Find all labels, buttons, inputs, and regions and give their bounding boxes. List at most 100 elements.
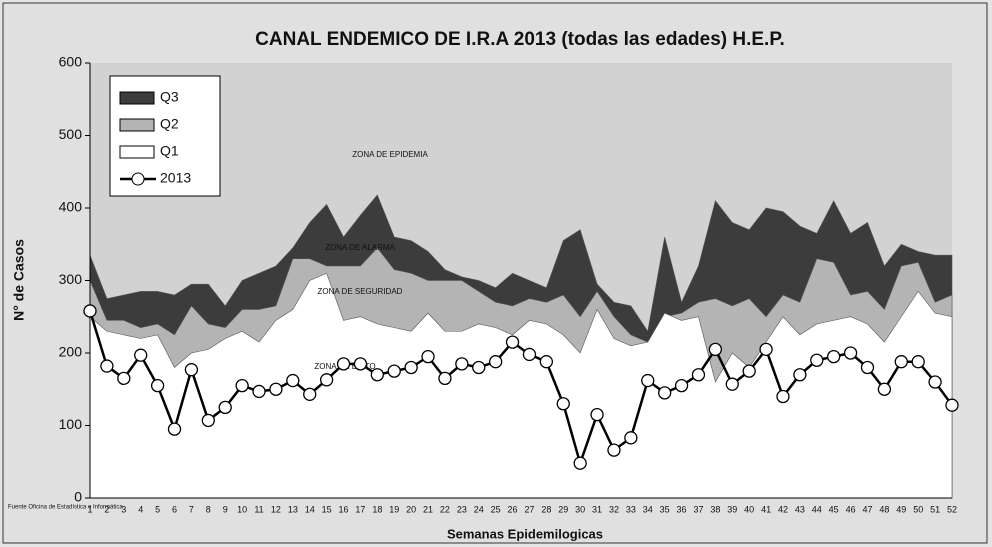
point: [319, 373, 334, 387]
x-tick-label: 46: [846, 504, 856, 514]
point: [134, 348, 148, 362]
x-tick-label: 8: [206, 504, 211, 514]
y-tick-label: 400: [59, 199, 83, 215]
x-tick-label: 30: [575, 504, 585, 514]
point: [488, 355, 503, 369]
x-tick-label: 29: [558, 504, 568, 514]
x-tick-label: 36: [677, 504, 687, 514]
y-tick-label: 600: [59, 54, 83, 70]
zone-label: ZONA DE ALARMA: [325, 243, 395, 252]
point: [83, 304, 97, 318]
point: [522, 347, 537, 362]
x-tick-label: 45: [829, 504, 839, 514]
point: [843, 346, 858, 360]
x-tick-label: 32: [609, 504, 619, 514]
point: [150, 378, 165, 393]
y-tick-label: 500: [59, 126, 83, 142]
point: [404, 360, 418, 375]
point: [894, 355, 908, 369]
point: [269, 382, 283, 396]
point: [286, 373, 300, 388]
legend-label: Q1: [160, 143, 179, 159]
x-tick-label: 11: [254, 504, 263, 514]
point: [793, 368, 807, 382]
x-tick-label: 50: [913, 504, 923, 514]
x-tick-label: 18: [372, 504, 382, 514]
x-tick-label: 40: [744, 504, 754, 514]
point: [387, 364, 401, 378]
legend-marker: [131, 172, 145, 186]
point: [877, 382, 892, 396]
x-tick-label: 38: [710, 504, 720, 514]
x-tick-label: 39: [727, 504, 737, 514]
x-tick-label: 5: [155, 504, 160, 514]
x-tick-label: 7: [189, 504, 194, 514]
x-tick-label: 34: [643, 504, 653, 514]
x-tick-label: 22: [440, 504, 450, 514]
point: [827, 349, 841, 364]
point: [725, 377, 739, 391]
point: [370, 368, 384, 382]
x-tick-label: 23: [457, 504, 467, 514]
y-tick-label: 100: [59, 416, 83, 432]
point: [658, 386, 672, 400]
point: [303, 387, 317, 401]
x-tick-label: 44: [812, 504, 822, 514]
point: [505, 335, 520, 349]
x-tick-label: 15: [322, 504, 332, 514]
x-tick-label: 19: [389, 504, 399, 514]
point: [776, 389, 790, 404]
point: [742, 364, 756, 378]
area: [89, 272, 953, 499]
x-tick-label: 35: [660, 504, 670, 514]
x-tick-label: 6: [172, 504, 177, 514]
point: [573, 456, 587, 470]
x-tick-label: 20: [406, 504, 416, 514]
point: [624, 431, 638, 445]
x-tick-label: 9: [223, 504, 228, 514]
line: [88, 310, 954, 468]
x-tick-label: 1: [87, 504, 92, 514]
point: [252, 384, 266, 399]
legend-label: 2013: [160, 170, 191, 186]
y-tick-label: 200: [59, 344, 83, 360]
x-tick-label: 49: [896, 504, 906, 514]
point: [167, 422, 182, 436]
x-tick-label: 27: [524, 504, 534, 514]
point: [590, 407, 604, 422]
x-tick-label: 12: [271, 504, 281, 514]
y-tick-label: 0: [74, 489, 82, 505]
x-tick-label: 21: [423, 504, 433, 514]
x-tick-label: 48: [879, 504, 889, 514]
x-tick-label: 24: [474, 504, 484, 514]
x-tick-label: 3: [121, 504, 126, 514]
x-tick-label: 51: [930, 504, 940, 514]
legend-swatch: [119, 145, 155, 159]
x-axis-label: Semanas Epidemilogicas: [447, 526, 603, 541]
x-tick-label: 2: [104, 504, 109, 514]
point: [928, 375, 942, 389]
x-tick-label: 13: [288, 504, 298, 514]
point: [759, 342, 773, 357]
x-tick-label: 26: [508, 504, 518, 514]
point: [201, 413, 215, 428]
point: [691, 368, 706, 382]
point: [539, 355, 554, 369]
point: [708, 342, 723, 357]
point: [455, 357, 469, 371]
legend-label: Q2: [160, 116, 179, 132]
point: [674, 378, 689, 393]
point: [421, 349, 435, 364]
x-tick-label: 33: [626, 504, 636, 514]
point: [438, 371, 452, 386]
x-tick-label: 47: [862, 504, 872, 514]
point: [184, 363, 199, 377]
point: [641, 373, 655, 388]
x-tick-label: 10: [237, 504, 247, 514]
x-tick-label: 14: [305, 504, 315, 514]
chart-title: CANAL ENDEMICO DE I.R.A 2013 (todas las …: [255, 29, 785, 50]
point: [945, 398, 959, 412]
y-tick-label: 300: [59, 271, 83, 287]
x-tick-label: 31: [592, 504, 602, 514]
x-tick-label: 37: [693, 504, 703, 514]
